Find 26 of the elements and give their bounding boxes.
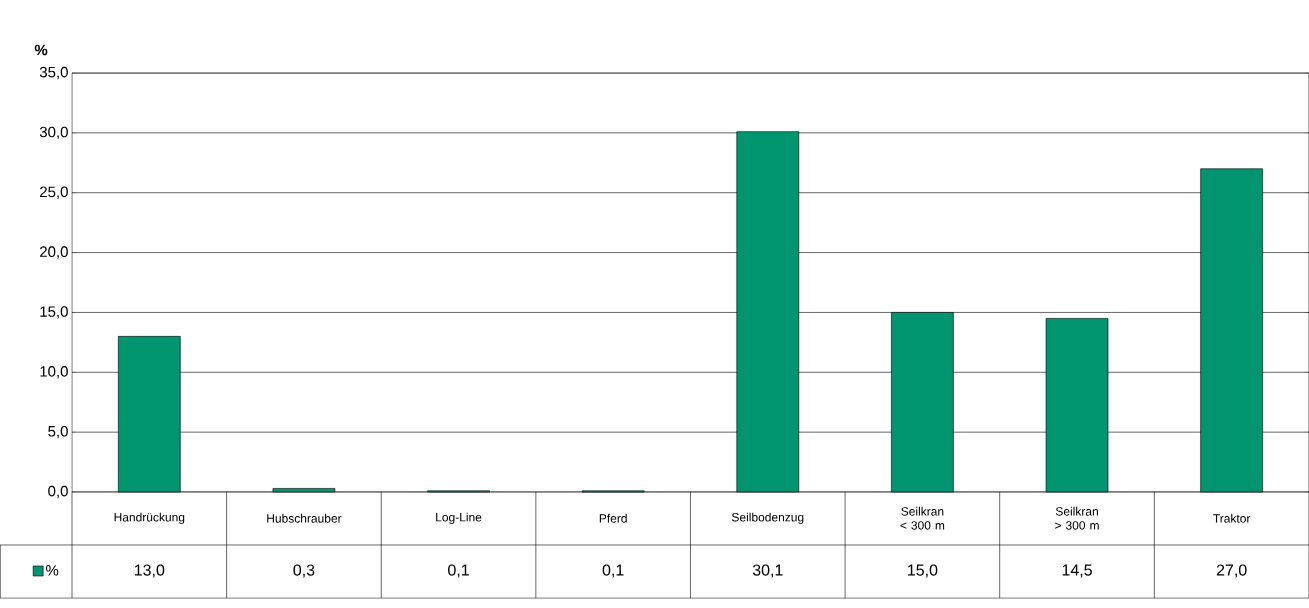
y-axis-title: % [34, 44, 48, 56]
x-tick-label: Hubschrauber [267, 513, 342, 523]
x-tick-label: Log-Line [436, 512, 482, 524]
y-tick-label: 15,0 [40, 306, 68, 319]
x-tick-label: Seilkran < 300 m [900, 506, 945, 530]
x-tick-label: Seilkran > 300 m [1055, 506, 1099, 530]
text: 14,5 [1062, 564, 1092, 578]
x-tick-label: Seilbodenzug [731, 512, 804, 524]
y-tick-label: 0,0 [48, 485, 68, 499]
text: 30,1 [752, 564, 783, 578]
x-tick-label: Pferd [599, 513, 627, 523]
legend-label: % [46, 565, 59, 576]
y-tick-label: 10,0 [40, 366, 68, 379]
text: 0,1 [602, 564, 624, 578]
y-tick-label: 20,0 [40, 246, 68, 259]
text: 15,0 [908, 564, 938, 578]
text: 27,0 [1216, 564, 1247, 578]
x-tick-label: Handrückung [114, 512, 185, 524]
text: 13,0 [134, 564, 165, 578]
y-tick-label: 25,0 [40, 186, 68, 199]
x-tick-label: Traktor [1213, 513, 1251, 523]
text: 0,3 [293, 564, 315, 578]
y-tick-label: 35,0 [39, 66, 68, 80]
y-tick-label: 30,0 [39, 126, 68, 140]
text: 0,1 [448, 564, 469, 578]
y-tick-label: 5,0 [48, 425, 68, 439]
